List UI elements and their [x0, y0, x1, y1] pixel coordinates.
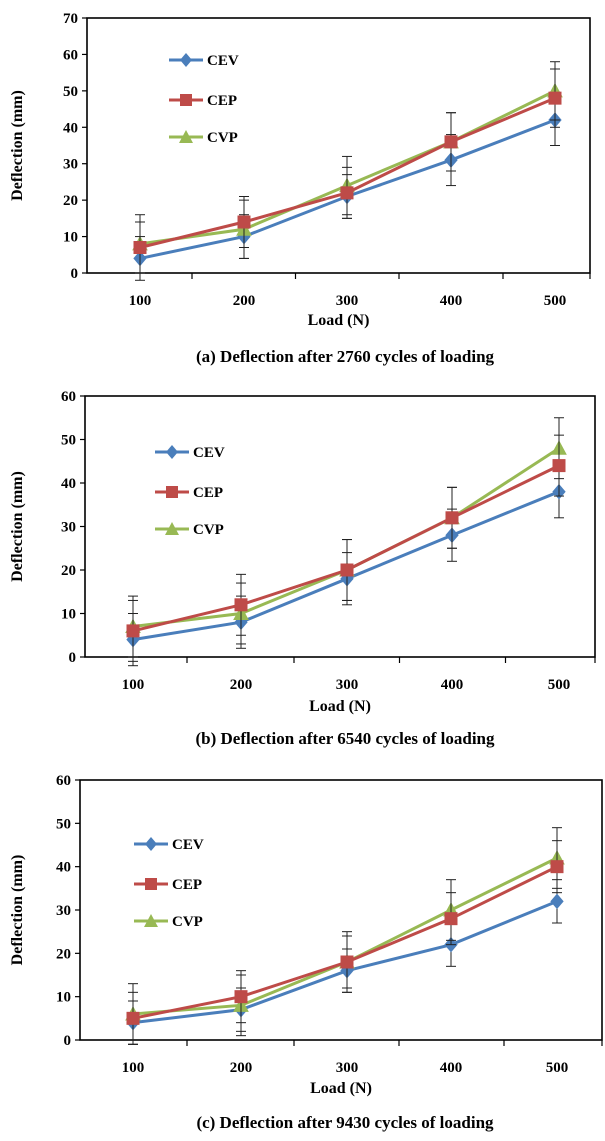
x-tick-label: 200 — [230, 1060, 253, 1076]
chart-caption: (a) Deflection after 2760 cycles of load… — [196, 347, 495, 366]
y-tick-label: 0 — [69, 650, 77, 666]
y-tick-label: 50 — [56, 816, 71, 832]
x-tick-label: 200 — [233, 293, 256, 309]
data-point — [444, 135, 458, 149]
legend-marker-cep — [180, 94, 192, 106]
x-tick-label: 100 — [122, 1060, 145, 1076]
x-tick-label: 100 — [122, 677, 145, 693]
series-cvp — [125, 417, 567, 658]
legend-label-cev: CEV — [207, 53, 239, 69]
plot-frame — [86, 17, 591, 274]
data-point — [126, 1011, 140, 1025]
legend-label-cvp: CVP — [207, 130, 238, 146]
x-tick-label: 400 — [441, 677, 464, 693]
data-point — [340, 955, 354, 969]
chart-panel-3: 0 10 20 30 40 50 60 100 200 300 400 500 Load (N) Defl… — [9, 773, 603, 1132]
y-tick-label: 60 — [56, 773, 71, 789]
y-tick-label: 20 — [63, 193, 78, 209]
x-axis-label: Load (N) — [309, 698, 371, 715]
chart-caption: (c) Deflection after 9430 cycles of load… — [196, 1113, 494, 1132]
y-axis-label: Deflection (mm) — [9, 90, 26, 201]
x-tick-label: 400 — [440, 293, 463, 309]
legend-marker-cvp — [144, 914, 158, 927]
legend-label-cep: CEP — [207, 93, 237, 109]
y-tick-label: 0 — [64, 1033, 72, 1049]
y-tick-label: 60 — [63, 47, 78, 63]
y-tick-label: 50 — [61, 433, 76, 449]
x-tick-label: 100 — [129, 293, 152, 309]
x-tick-label: 300 — [336, 1060, 359, 1076]
x-tick-label: 500 — [546, 1060, 569, 1076]
data-point — [552, 459, 566, 473]
y-axis-label: Deflection (mm) — [9, 471, 26, 582]
data-point — [126, 624, 140, 638]
data-point — [133, 241, 147, 254]
data-point — [234, 990, 248, 1004]
legend-marker-cep — [145, 878, 157, 890]
legend-label-cep: CEP — [172, 877, 202, 893]
y-tick-label: 20 — [61, 563, 76, 579]
y-tick-label: 30 — [63, 157, 78, 173]
x-tick-label: 500 — [544, 293, 567, 309]
x-axis-label: Load (N) — [308, 312, 370, 329]
plot-frame — [84, 395, 596, 658]
legend-label-cev: CEV — [172, 837, 204, 853]
y-tick-label: 30 — [61, 520, 76, 536]
chart-panel-1: 0 10 20 30 40 50 60 70 100 200 300 400 500 Load (N) De… — [9, 11, 591, 366]
legend: CEV CEP CVP — [134, 837, 204, 930]
plot-frame — [79, 779, 603, 1041]
legend: CEV CEP CVP — [155, 445, 225, 538]
x-tick-label: 200 — [230, 677, 253, 693]
x-tick-label: 500 — [548, 677, 571, 693]
y-tick-label: 40 — [63, 120, 78, 136]
y-tick-label: 40 — [61, 476, 76, 492]
y-tick-label: 60 — [61, 389, 76, 405]
y-tick-label: 50 — [63, 84, 78, 100]
legend-marker-cvp — [165, 522, 179, 535]
legend-marker-cev — [180, 53, 192, 67]
data-point — [444, 912, 458, 926]
y-tick-label: 10 — [61, 607, 76, 623]
legend-marker-cep — [166, 486, 178, 498]
y-tick-label: 20 — [56, 946, 71, 962]
data-point — [340, 186, 354, 200]
chart-panel-2: 0 10 20 30 40 50 60 100 200 300 400 500 Load (N) Defl… — [9, 389, 596, 748]
y-tick-label: 0 — [71, 266, 79, 282]
y-tick-label: 70 — [63, 11, 78, 27]
legend-label-cvp: CVP — [193, 522, 224, 538]
y-tick-label: 40 — [56, 860, 71, 876]
data-point — [550, 893, 564, 910]
data-point — [445, 511, 459, 525]
legend-marker-cvp — [179, 130, 193, 143]
y-tick-label: 10 — [56, 990, 71, 1006]
y-tick-label: 30 — [56, 903, 71, 919]
data-point — [340, 563, 354, 577]
legend-label-cep: CEP — [193, 485, 223, 501]
chart-caption: (b) Deflection after 6540 cycles of load… — [195, 729, 495, 748]
legend-label-cev: CEV — [193, 445, 225, 461]
series-cep — [126, 840, 564, 1045]
x-tick-label: 300 — [336, 293, 359, 309]
legend-marker-cev — [145, 837, 157, 851]
y-axis-label: Deflection (mm) — [9, 855, 26, 966]
series-cep — [126, 434, 566, 662]
legend: CEV CEP CVP — [169, 53, 239, 146]
data-point — [548, 91, 562, 105]
x-axis-label: Load (N) — [310, 1080, 372, 1097]
x-tick-label: 300 — [336, 677, 359, 693]
legend-label-cvp: CVP — [172, 914, 203, 930]
data-point — [237, 215, 251, 229]
series-cep — [133, 68, 562, 274]
legend-marker-cev — [166, 445, 178, 459]
data-point — [550, 860, 564, 874]
data-point — [234, 598, 248, 612]
x-tick-label: 400 — [440, 1060, 463, 1076]
y-tick-label: 10 — [63, 230, 78, 246]
